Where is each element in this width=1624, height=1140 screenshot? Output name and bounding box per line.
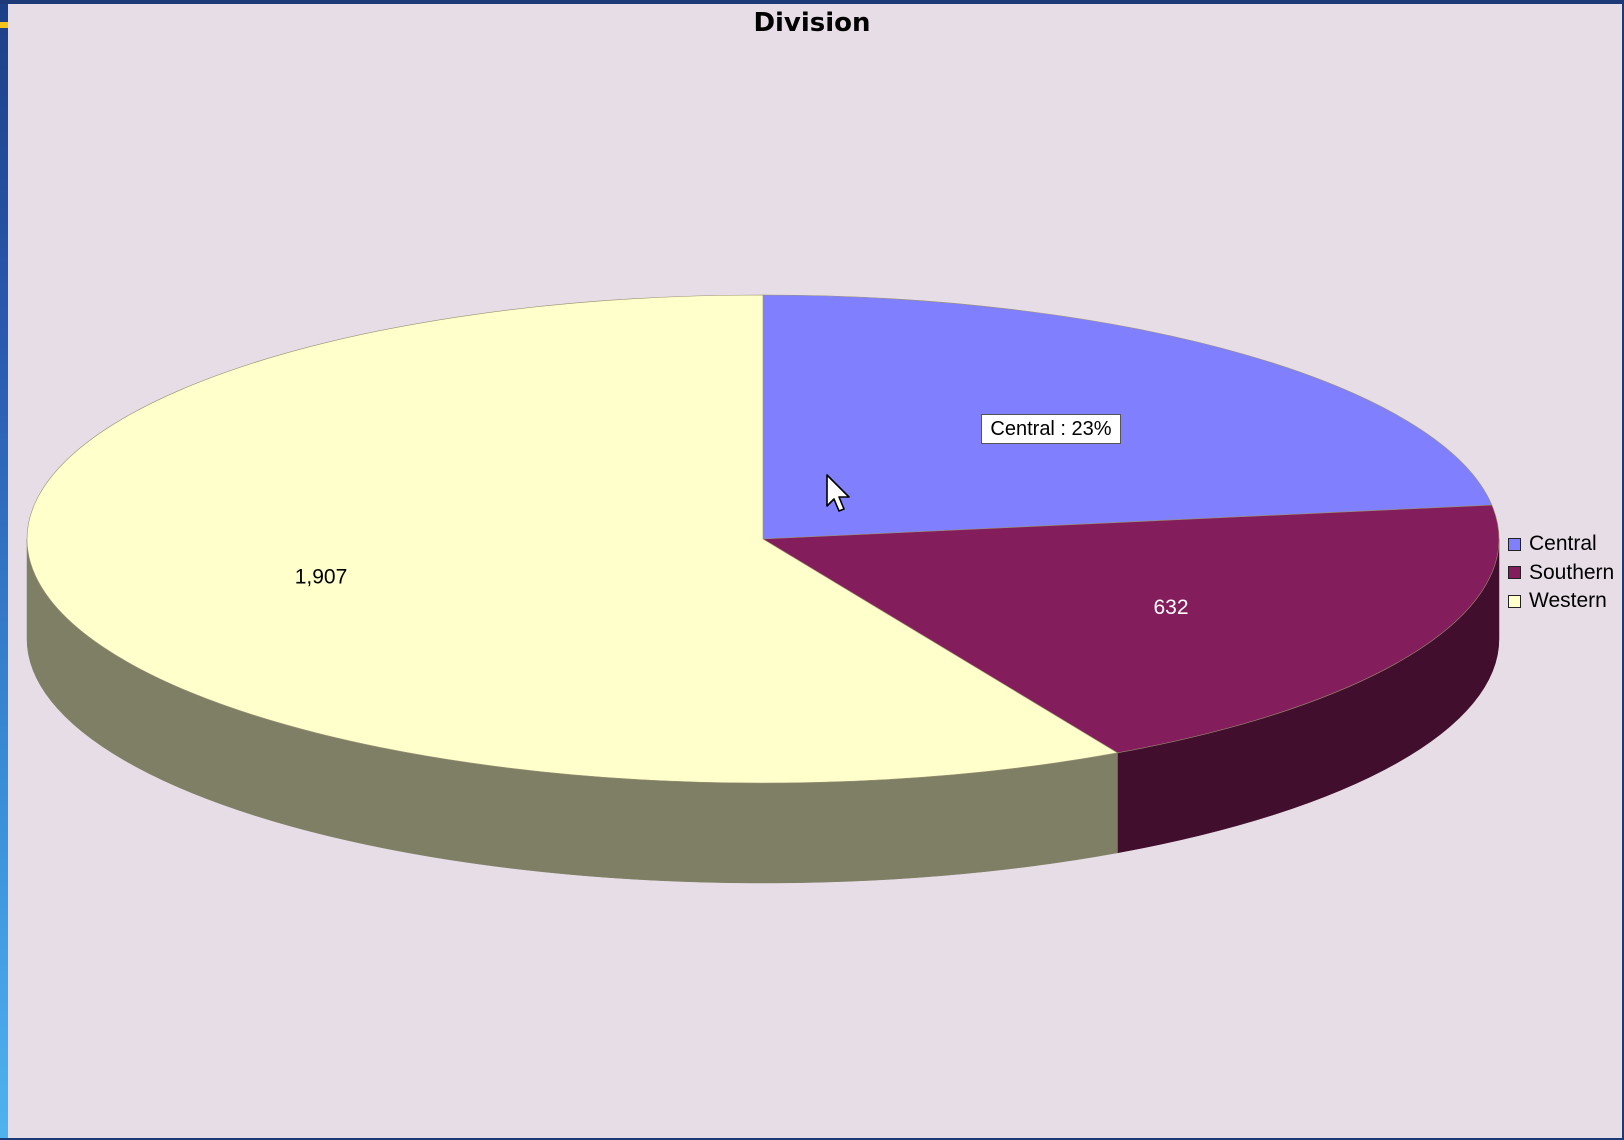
pie-slice-western[interactable] bbox=[26, 294, 1119, 784]
legend-label-western: Western bbox=[1529, 589, 1607, 613]
pie-value-label-western: 1,907 bbox=[295, 566, 348, 589]
legend-swatch-southern bbox=[1508, 566, 1521, 580]
chart-legend: Central Southern Western bbox=[1508, 530, 1614, 616]
legend-item-western[interactable]: Western bbox=[1508, 587, 1614, 616]
window-frame-left bbox=[0, 0, 8, 1140]
pie-value-label-southern: 632 bbox=[1153, 596, 1188, 619]
legend-item-central[interactable]: Central bbox=[1508, 530, 1614, 559]
legend-label-central: Central bbox=[1529, 532, 1597, 556]
legend-swatch-central bbox=[1508, 537, 1521, 551]
window-frame-top bbox=[0, 0, 1624, 4]
chart-title: Division bbox=[753, 8, 871, 38]
pie-slice-central[interactable] bbox=[762, 294, 1493, 540]
pie-slice-southern[interactable] bbox=[761, 504, 1500, 754]
window-frame-right bbox=[1622, 0, 1624, 1140]
frame-accent bbox=[0, 22, 8, 28]
mouse-pointer-icon bbox=[826, 474, 850, 512]
window-frame-bottom bbox=[0, 1138, 1624, 1140]
legend-label-southern: Southern bbox=[1529, 560, 1615, 584]
legend-item-southern[interactable]: Southern bbox=[1508, 559, 1614, 588]
legend-swatch-western bbox=[1508, 594, 1521, 608]
slice-tooltip: Central : 23% bbox=[981, 414, 1121, 444]
